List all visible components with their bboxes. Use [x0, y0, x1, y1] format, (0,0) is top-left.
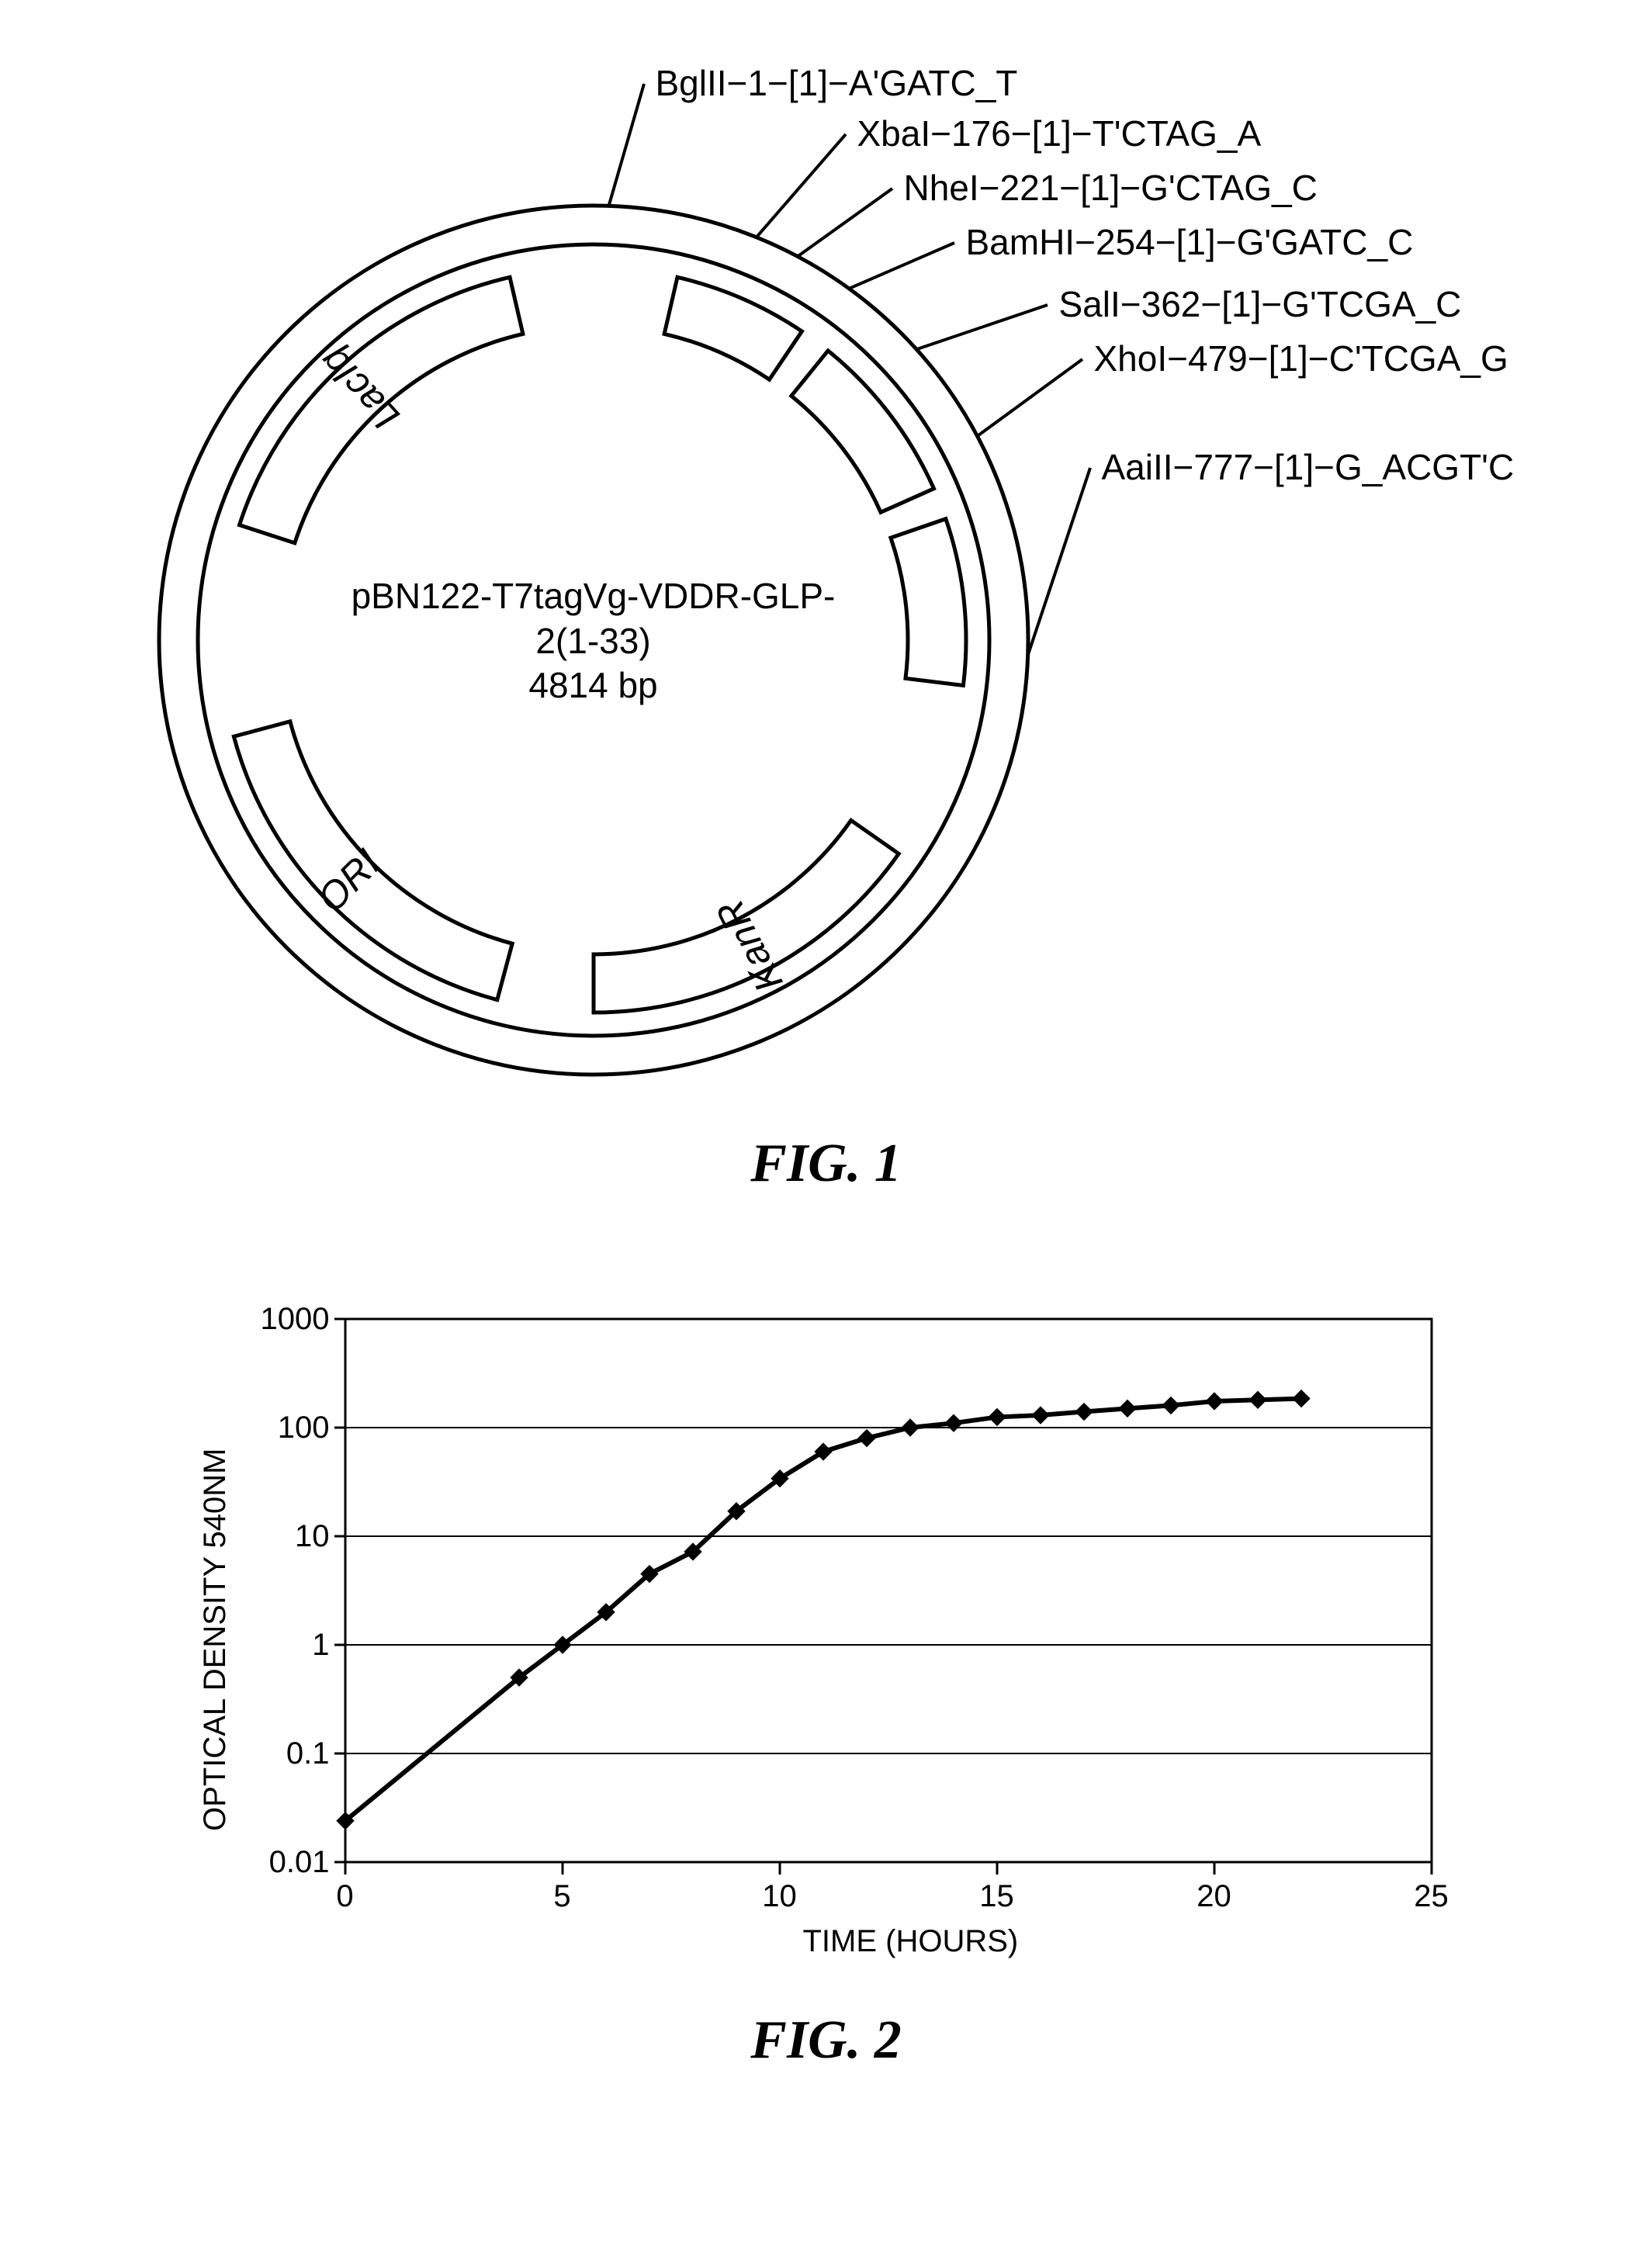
restriction-site-label: SalI−362−[1]−G'TCGA_C	[1059, 283, 1462, 325]
y-tick-label: 0.01	[213, 1845, 330, 1880]
figure-1-block: LacIqORIKanR pBN122-T7tagVg-VDDR-GLP-2(1…	[0, 0, 1652, 1195]
restriction-site-label: AaiII−777−[1]−G_ACGT'C	[1102, 446, 1515, 488]
restriction-site-label: XbaI−176−[1]−T'CTAG_A	[857, 113, 1262, 154]
plasmid-size: 4814 bp	[528, 665, 657, 705]
plasmid-map: LacIqORIKanR pBN122-T7tagVg-VDDR-GLP-2(1…	[89, 62, 1564, 1109]
x-tick-label: 15	[966, 1879, 1028, 1914]
growth-chart: OPTICAL DENSITY 540NM TIME (HOURS) 0.010…	[167, 1288, 1486, 1986]
x-axis-title: TIME (HOURS)	[803, 1924, 1019, 1959]
x-tick-label: 0	[314, 1879, 376, 1914]
y-tick-label: 1000	[213, 1302, 330, 1337]
y-tick-label: 100	[213, 1411, 330, 1445]
restriction-site-label: NheI−221−[1]−G'CTAG_C	[904, 167, 1318, 209]
restriction-site-label: XhoI−479−[1]−C'TCGA_G	[1094, 338, 1508, 379]
plasmid-center-label: pBN122-T7tagVg-VDDR-GLP-2(1-33) 4814 bp	[322, 574, 865, 708]
figure-2-block: OPTICAL DENSITY 540NM TIME (HOURS) 0.010…	[0, 1195, 1652, 2072]
figure-1-caption: FIG. 1	[750, 1133, 901, 1195]
x-tick-label: 25	[1401, 1879, 1463, 1914]
restriction-site-label: BglII−1−[1]−A'GATC_T	[656, 62, 1018, 104]
x-tick-label: 5	[532, 1879, 594, 1914]
y-tick-label: 1	[213, 1628, 330, 1663]
plasmid-name: pBN122-T7tagVg-VDDR-GLP-2(1-33)	[352, 576, 836, 661]
y-tick-label: 10	[213, 1519, 330, 1554]
figure-2-caption: FIG. 2	[750, 2010, 901, 2072]
restriction-site-label: BamHI−254−[1]−G'GATC_C	[966, 221, 1414, 263]
x-tick-label: 10	[749, 1879, 811, 1914]
x-tick-label: 20	[1183, 1879, 1245, 1914]
y-tick-label: 0.1	[213, 1736, 330, 1771]
